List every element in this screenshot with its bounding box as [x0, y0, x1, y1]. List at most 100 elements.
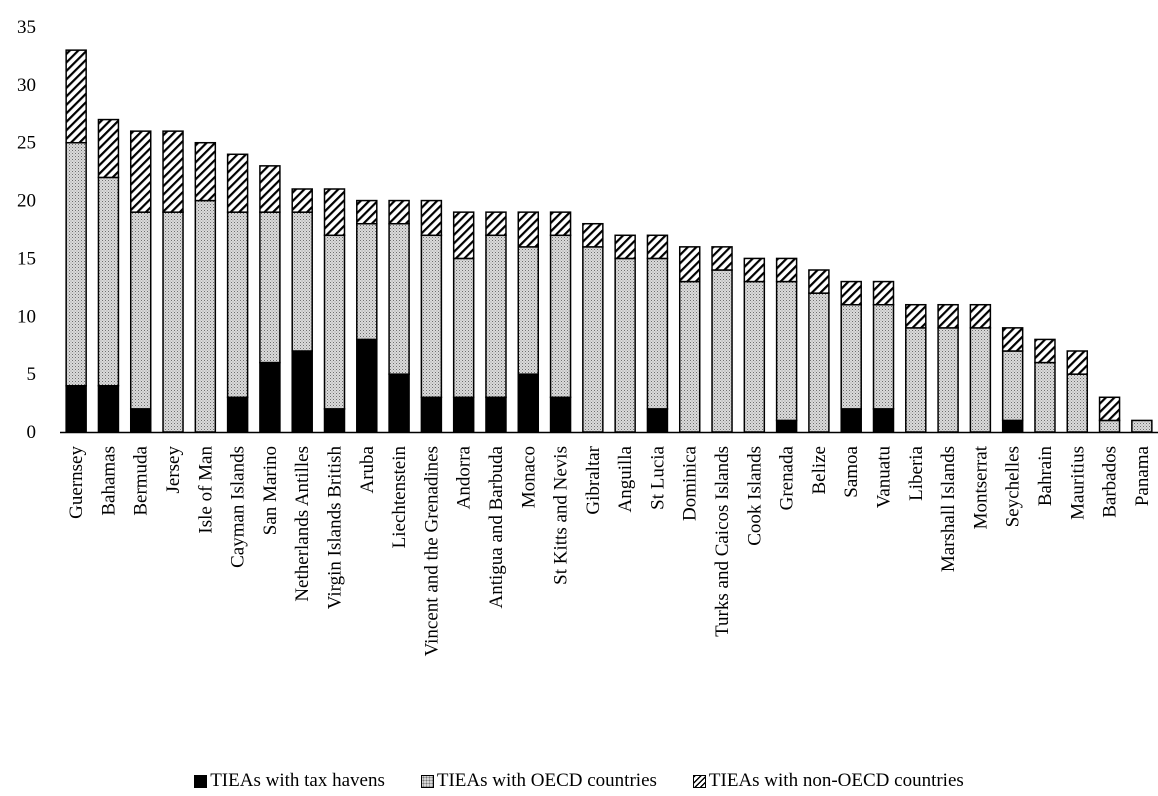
bar-segment-oecd [65, 141, 87, 387]
bar-segment-tax-havens [452, 396, 475, 433]
y-tick-label: 0 [27, 422, 37, 443]
bars [65, 49, 1153, 433]
bar-segment-non-oecd [259, 165, 281, 213]
bar-segment-non-oecd [452, 211, 475, 260]
y-tick-label: 30 [17, 75, 36, 96]
bar-segment-oecd [678, 280, 701, 433]
bar-segment-oecd [905, 327, 927, 433]
bar-segment-tax-havens [323, 408, 346, 433]
bar-segment-non-oecd [614, 234, 636, 260]
y-tick-label: 25 [17, 133, 36, 154]
x-category-label: San Marino [260, 446, 281, 535]
x-category-label: Montserrat [970, 445, 991, 529]
bar-segment-non-oecd [129, 130, 152, 213]
bar-segment-oecd [808, 292, 830, 433]
bar-segment-oecd [1034, 361, 1056, 433]
bar-segment-oecd [388, 222, 410, 375]
x-category-label: Belize [809, 446, 830, 495]
bar-segment-oecd [646, 257, 669, 410]
bar-segment-oecd [162, 211, 184, 433]
x-category-label: Virgin Islands British [325, 446, 346, 610]
bar-segment-non-oecd [291, 188, 313, 213]
x-category-label: Netherlands Antilles [292, 446, 313, 602]
bar-segment-oecd [1131, 419, 1153, 433]
bar-segment-oecd [711, 269, 733, 433]
legend-label-oecd: TIEAs with OECD countries [436, 770, 657, 791]
legend-swatch-oecd [420, 774, 434, 788]
legend-item-oecd: TIEAs with OECD countries [420, 770, 657, 792]
bar-segment-tax-havens [549, 396, 572, 433]
bar-segment-oecd [743, 280, 766, 433]
bar-segment-oecd [420, 234, 443, 399]
bar-segment-tax-havens [646, 408, 669, 433]
bar-segment-tax-havens [226, 396, 249, 433]
x-category-label: Seychelles [1003, 446, 1024, 527]
legend-label-non-oecd: TIEAs with non-OECD countries [708, 770, 964, 791]
bar-segment-oecd [356, 222, 378, 341]
bar-segment-tax-havens [259, 361, 281, 433]
bar-segment-non-oecd [517, 211, 540, 248]
x-category-label: Guernsey [66, 446, 87, 519]
x-category-label: Barbados [1100, 446, 1121, 518]
bar-segment-oecd [1066, 373, 1089, 433]
bar-segment-non-oecd [549, 211, 572, 237]
bar-segment-tax-havens [517, 373, 540, 433]
bar-segment-non-oecd [162, 130, 184, 213]
bar-segment-non-oecd [775, 257, 798, 283]
bar-segment-non-oecd [808, 269, 830, 294]
bar-segment-tax-havens [840, 408, 862, 433]
y-tick-label: 35 [17, 17, 36, 38]
y-tick-label: 10 [17, 306, 36, 327]
x-category-label: Liechtenstein [389, 446, 410, 549]
category-labels: Guernsey Bahamas Bermuda Jersey Isle of Man C… [66, 445, 1153, 656]
bar-segment-oecd [582, 246, 604, 433]
x-category-label: Marshall Islands [938, 446, 959, 572]
legend-item-non-oecd: TIEAs with non-OECD countries [692, 770, 964, 792]
bar-segment-tax-havens [388, 373, 410, 433]
bar-segment-oecd [969, 327, 992, 433]
x-category-label: St Kitts and Nevis [551, 446, 572, 585]
legend: TIEAs with tax havens TIEAs with OECD co… [0, 768, 1158, 794]
bar-segment-oecd [97, 176, 120, 387]
bar-segment-non-oecd [582, 222, 604, 248]
x-category-label: Isle of Man [195, 446, 216, 534]
bar-segment-oecd [291, 211, 313, 352]
bar-segment-oecd [840, 303, 862, 410]
bar-segment-oecd [129, 211, 152, 410]
bar-segment-tax-havens [420, 396, 443, 433]
bar-segment-tax-havens [356, 338, 378, 433]
legend-item-tax-havens: TIEAs with tax havens [194, 770, 385, 792]
bar-segment-oecd [452, 257, 475, 399]
bar-segment-non-oecd [1098, 396, 1121, 422]
bar-segment-non-oecd [485, 211, 507, 237]
bar-segment-oecd [549, 234, 572, 399]
bar-segment-oecd [323, 234, 346, 410]
x-category-label: Dominica [680, 445, 701, 520]
bar-segment-oecd [259, 211, 281, 364]
y-tick-label: 20 [17, 191, 36, 212]
bar-segment-non-oecd [356, 199, 378, 225]
bar-segment-oecd [614, 257, 636, 433]
bar-segment-tax-havens [129, 408, 152, 433]
x-category-label: Gibraltar [583, 445, 604, 514]
y-axis: 0 5 10 15 20 25 30 35 [17, 17, 36, 443]
bar-segment-oecd [1001, 350, 1024, 422]
y-tick-label: 5 [27, 364, 37, 385]
bar-segment-non-oecd [937, 303, 959, 329]
stacked-bar-chart: 0 5 10 15 20 25 30 35 Guernsey Bahamas Bermuda Jer… [17, 17, 1158, 656]
bar-segment-non-oecd [420, 199, 443, 237]
x-category-label: Samoa [841, 445, 862, 497]
x-category-label: Bahamas [98, 446, 119, 516]
bar-segment-non-oecd [194, 141, 217, 202]
bar-segment-oecd [937, 327, 959, 433]
x-category-label: St Lucia [647, 445, 668, 509]
x-category-label: Aruba [357, 445, 378, 493]
bar-segment-non-oecd [1066, 350, 1089, 375]
bar-segment-non-oecd [678, 246, 701, 283]
bar-segment-non-oecd [969, 303, 992, 329]
bar-segment-oecd [194, 199, 217, 433]
x-category-label: Panama [1132, 445, 1153, 506]
bar-segment-tax-havens [97, 384, 120, 433]
bar-segment-non-oecd [905, 303, 927, 329]
bar-segment-non-oecd [872, 280, 895, 306]
